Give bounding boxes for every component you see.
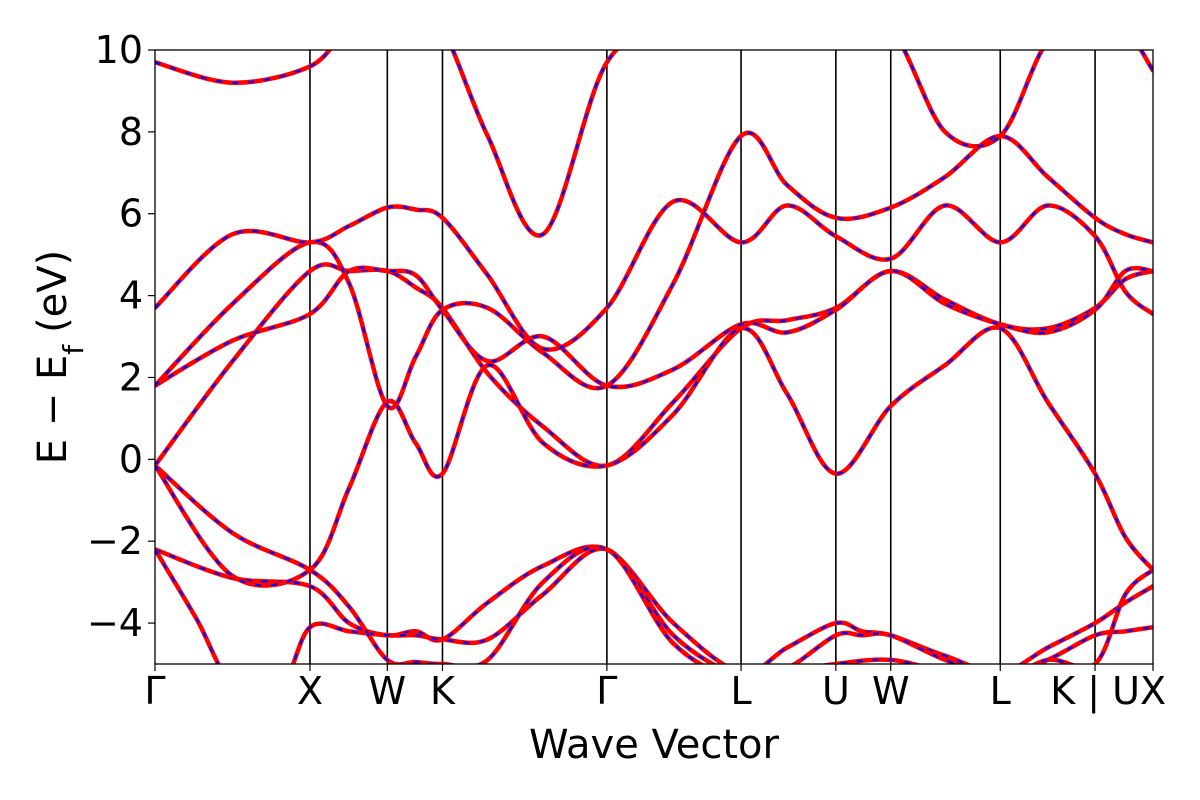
plot-background	[155, 50, 1153, 664]
x-tick-label: K	[430, 669, 456, 713]
x-tick-label: Γ	[596, 669, 617, 713]
x-axis-label: Wave Vector	[529, 722, 780, 768]
y-tick-label: 0	[119, 437, 143, 481]
band-lines	[155, 50, 1153, 664]
x-tick-label: W	[872, 669, 910, 713]
x-tick-label: X	[297, 669, 323, 713]
y-tick-label: 8	[119, 110, 143, 154]
band-line-6-overlay	[155, 266, 1153, 389]
y-tick-label: 10	[95, 28, 143, 72]
y-tick-label: 2	[119, 355, 143, 399]
x-tick-label: L	[990, 669, 1011, 713]
band-line-3-overlay	[155, 464, 1153, 664]
y-axis-label: E − Ef (eV)	[30, 250, 90, 465]
y-tick-label: 4	[119, 274, 143, 318]
y-axis-label-subscript: f	[57, 344, 90, 355]
y-axis-label-unit: (eV)	[30, 250, 76, 333]
band-line-7-overlay	[155, 131, 1153, 410]
x-tick-label: L	[730, 669, 751, 713]
x-tick-label: X	[1140, 669, 1166, 713]
y-axis-ticks: −4 −2 0 2 4 6 8 10	[87, 28, 155, 645]
y-tick-label: 6	[119, 192, 143, 236]
y-tick-label: −2	[87, 519, 143, 563]
x-tick-label: Γ	[144, 669, 165, 713]
y-tick-label: −4	[87, 601, 143, 645]
x-tick-label: K | U	[1050, 669, 1140, 714]
plot-frame	[154, 49, 1154, 665]
x-tick-label: W	[369, 669, 407, 713]
band-line-1-overlay	[155, 545, 1153, 664]
high-symmetry-lines	[309, 50, 1096, 664]
band-line-9	[155, 50, 1153, 238]
x-tick-label: U	[822, 669, 850, 713]
band-line-5	[155, 325, 1153, 588]
y-axis-label-main: E − E	[30, 355, 76, 465]
band-line-8	[155, 197, 1153, 352]
